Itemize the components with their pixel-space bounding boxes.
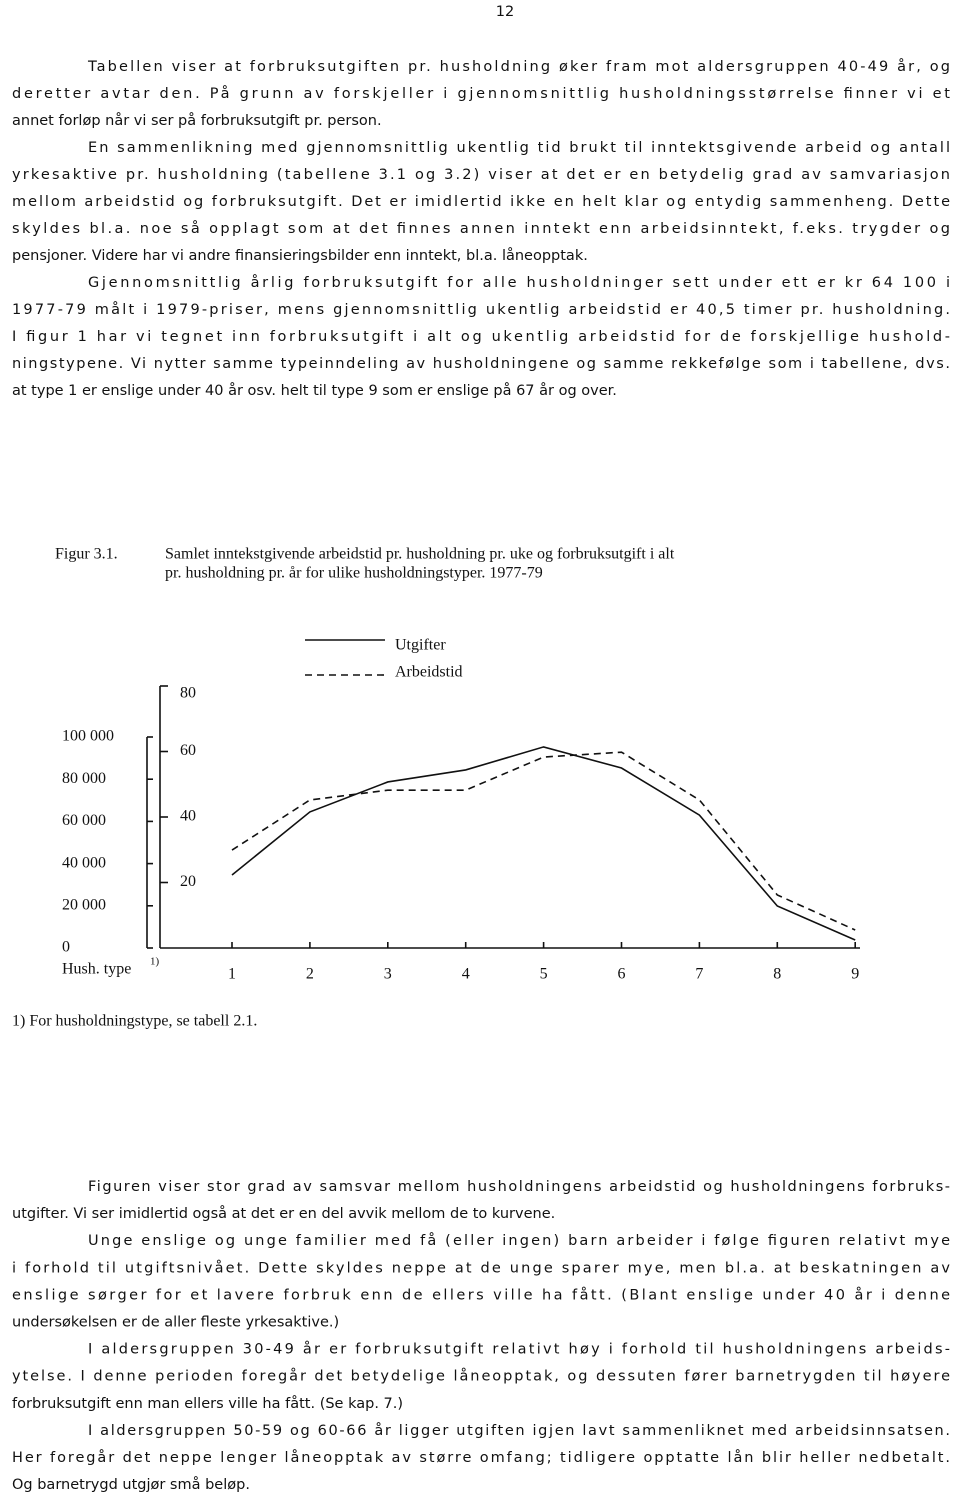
x-tick-label: 5 bbox=[540, 966, 548, 983]
y2-tick-label: 60 bbox=[180, 742, 196, 759]
figure-caption: Samlet inntekstgivende arbeidstid pr. hu… bbox=[165, 546, 675, 563]
y-tick-label: 0 bbox=[62, 939, 70, 956]
text-line: ningstypene. Vi nytter samme typeinndeli… bbox=[12, 356, 950, 372]
y-tick-label: 60 000 bbox=[62, 812, 106, 829]
text-line: I aldersgruppen 30-49 år er forbruksutgi… bbox=[88, 1341, 950, 1358]
text-line: Figuren viser stor grad av samsvar mello… bbox=[88, 1179, 950, 1195]
x-axis-note: 1) bbox=[150, 956, 160, 968]
text-line: deretter avtar den. På grunn av forskjel… bbox=[12, 85, 950, 102]
x-tick-label: 9 bbox=[851, 966, 859, 983]
text-line: I figur 1 har vi tegnet inn forbruksutgi… bbox=[12, 329, 950, 345]
text-line: annet forløp når vi ser på forbruksutgif… bbox=[12, 112, 382, 129]
figure-caption: pr. husholdning pr. år for ulike hushold… bbox=[165, 565, 543, 582]
x-tick-label: 2 bbox=[306, 966, 314, 983]
text-line: yrkesaktive pr. husholdning (tabellene 3… bbox=[12, 167, 950, 183]
text-line: 1977-79 målt i 1979-priser, mens gjennom… bbox=[12, 301, 950, 318]
x-axis-title: Hush. type bbox=[62, 961, 131, 978]
y-tick-label: 20 000 bbox=[62, 896, 106, 913]
y2-tick-label: 80 bbox=[180, 685, 196, 702]
text-line: Unge enslige og unge familier med få (el… bbox=[88, 1232, 950, 1249]
text-line: at type 1 er enslige under 40 år osv. he… bbox=[12, 382, 617, 399]
legend-label: Arbeidstid bbox=[395, 664, 463, 681]
text-line: enslige sørger for et lavere forbruk enn… bbox=[12, 1286, 950, 1303]
x-tick-label: 4 bbox=[462, 966, 470, 983]
y-tick-label: 100 000 bbox=[62, 728, 114, 745]
text-line: undersøkelsen er de aller fleste yrkesak… bbox=[12, 1315, 339, 1331]
text-line: I aldersgruppen 50-59 og 60-66 år ligger… bbox=[88, 1422, 950, 1439]
y-tick-label: 80 000 bbox=[62, 770, 106, 787]
text-line: En sammenlikning med gjennomsnittlig uke… bbox=[88, 140, 950, 156]
y-tick-label: 40 000 bbox=[62, 854, 106, 871]
text-line: utgifter. Vi ser imidlertid også at det … bbox=[12, 1205, 555, 1222]
text-line: pensjoner. Videre har vi andre finansier… bbox=[12, 247, 588, 264]
text-line: ytelse. I denne perioden foregår det bet… bbox=[12, 1368, 950, 1385]
text-line: Tabellen viser at forbruksutgiften pr. h… bbox=[87, 58, 950, 75]
text-line: Gjennomsnittlig årlig forbruksutgift for… bbox=[88, 274, 950, 291]
text-line: Og barnetrygd utgjør små beløp. bbox=[12, 1476, 250, 1493]
page-number: 12 bbox=[496, 4, 514, 20]
text-line: skyldes bl.a. noe så opplagt som at det … bbox=[12, 220, 950, 237]
footnote: 1) For husholdningstype, se tabell 2.1. bbox=[12, 1013, 257, 1030]
y2-tick-label: 40 bbox=[180, 808, 196, 825]
text-line: forbruksutgift enn man ellers ville ha f… bbox=[12, 1395, 403, 1412]
text-line: i forhold til utgiftsnivået. Dette skyld… bbox=[12, 1259, 950, 1276]
figure-label: Figur 3.1. bbox=[55, 546, 118, 563]
x-tick-label: 6 bbox=[618, 966, 626, 983]
x-tick-label: 1 bbox=[228, 966, 236, 983]
x-tick-label: 3 bbox=[384, 966, 392, 983]
legend-label: Utgifter bbox=[395, 637, 446, 654]
x-tick-label: 7 bbox=[695, 966, 703, 983]
series-line bbox=[231, 751, 856, 931]
x-tick-label: 8 bbox=[773, 966, 781, 983]
series-line bbox=[231, 746, 856, 941]
text-line: Her foregår det neppe lenger låneopptak … bbox=[12, 1449, 950, 1466]
text-line: mellom arbeidstid og forbruksutgift. Det… bbox=[12, 194, 950, 210]
y2-tick-label: 20 bbox=[180, 873, 196, 890]
